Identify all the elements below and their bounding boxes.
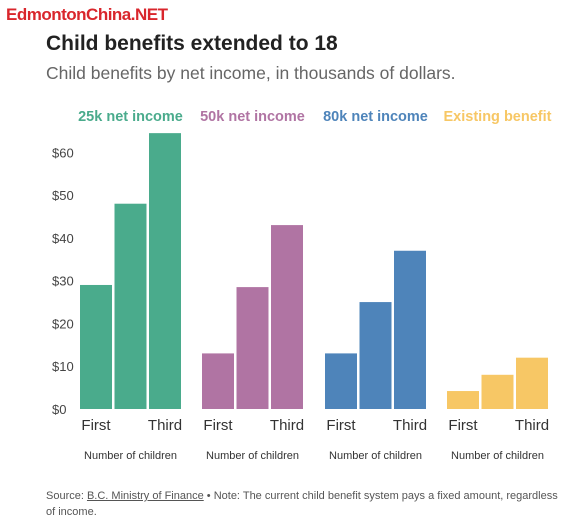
y-tick-label: $10 bbox=[52, 359, 74, 374]
bar bbox=[202, 353, 234, 409]
bar bbox=[394, 250, 426, 409]
footer-note: • Note: The current child benefit system… bbox=[46, 490, 558, 518]
bar-chart: $0 $10 $20 $30 $40 $50 $60 25k net income First T… bbox=[52, 109, 552, 462]
chart-footer: Source: B.C. Ministry of Finance • Note:… bbox=[46, 488, 566, 520]
x-axis-label: Number of children bbox=[451, 450, 544, 462]
x-tick-label: First bbox=[448, 417, 478, 434]
bar bbox=[80, 284, 112, 409]
source-label: Source: bbox=[46, 490, 87, 502]
panel-title: 50k net income bbox=[200, 109, 305, 125]
source-link[interactable]: B.C. Ministry of Finance bbox=[86, 490, 204, 502]
x-tick-label: First bbox=[203, 417, 233, 434]
bar bbox=[481, 374, 514, 409]
chart-title: Child benefits extended to 18 bbox=[46, 32, 338, 55]
panel-title: 25k net income bbox=[78, 109, 183, 125]
y-tick-label: $40 bbox=[52, 231, 74, 246]
x-axis-label: Number of children bbox=[329, 450, 422, 462]
x-axis-label: Number of children bbox=[84, 450, 177, 462]
chart-subtitle: Child benefits by net income, in thousan… bbox=[46, 63, 456, 83]
x-tick-label: Third bbox=[148, 417, 182, 434]
bar bbox=[236, 287, 269, 409]
bar bbox=[516, 357, 548, 409]
x-tick-label: Third bbox=[515, 417, 549, 434]
y-tick-label: $0 bbox=[52, 402, 66, 417]
x-tick-label: First bbox=[326, 417, 356, 434]
bar bbox=[114, 203, 147, 409]
y-tick-label: $30 bbox=[52, 274, 74, 289]
x-axis-label: Number of children bbox=[206, 450, 299, 462]
bar bbox=[271, 225, 303, 409]
bar bbox=[149, 133, 181, 409]
x-tick-label: First bbox=[81, 417, 111, 434]
x-tick-label: Third bbox=[393, 417, 427, 434]
panel-title: Existing benefit bbox=[444, 109, 552, 125]
bar bbox=[325, 353, 357, 409]
site-watermark: EdmontonChina.NET bbox=[6, 5, 168, 24]
panel-title: 80k net income bbox=[323, 109, 428, 125]
y-tick-label: $50 bbox=[52, 188, 74, 203]
x-tick-label: Third bbox=[270, 417, 304, 434]
y-tick-label: $20 bbox=[52, 316, 74, 331]
y-tick-label: $60 bbox=[52, 145, 74, 160]
bar bbox=[359, 302, 392, 409]
bar bbox=[447, 391, 479, 409]
